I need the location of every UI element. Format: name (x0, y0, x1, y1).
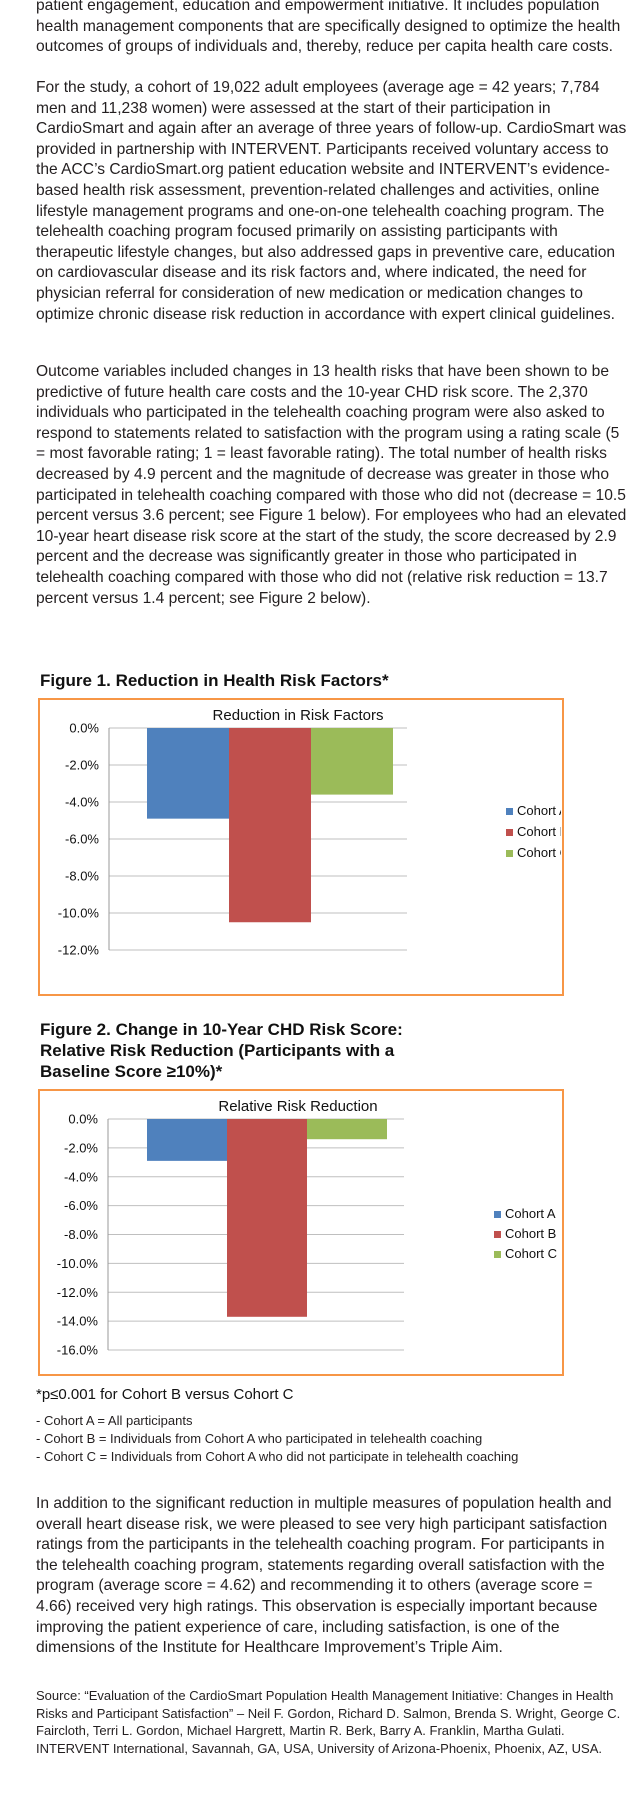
legend-swatch (494, 1231, 501, 1238)
legend-swatch (506, 829, 513, 836)
bar-cohort-a (147, 728, 229, 819)
legend-swatch (506, 808, 513, 815)
y-tick-label: -8.0% (65, 869, 99, 884)
figure-2-chart-svg: Relative Risk Reduction 0.0% -2.0% -4.0% -6.… (57, 1098, 557, 1358)
y-tick-label: -8.0% (64, 1227, 98, 1242)
figure-1-title: Figure 1. Reduction in Health Risk Facto… (40, 671, 389, 690)
y-tick-label: -6.0% (64, 1198, 98, 1213)
bar-cohort-b (229, 728, 311, 923)
cohort-a-definition: - Cohort A = All participants (36, 1413, 193, 1428)
legend-swatch (494, 1251, 501, 1258)
y-tick-label: -16.0% (57, 1343, 99, 1358)
paragraph-satisfaction: In addition to the significant reduction… (36, 1495, 612, 1657)
y-tick-label: -4.0% (64, 1169, 98, 1184)
bar-cohort-c (307, 1119, 387, 1140)
legend-label: Cohort A (505, 1206, 556, 1221)
y-tick-label: -14.0% (57, 1314, 99, 1329)
y-tick-label: -2.0% (64, 1140, 98, 1155)
y-tick-label: -10.0% (57, 1256, 99, 1271)
paragraph-outcomes: Outcome variables included changes in 13… (36, 363, 627, 607)
figure-1-chart: Reduction in Risk Factors 0.0% -2.0% -4.0% -… (38, 698, 564, 996)
bar-cohort-c (311, 728, 393, 795)
y-tick-label: -4.0% (65, 795, 99, 810)
y-tick-label: -6.0% (65, 832, 99, 847)
y-tick-label: -12.0% (58, 943, 100, 958)
figure-1-chart-svg: Reduction in Risk Factors 0.0% -2.0% -4.0% -… (58, 707, 561, 958)
cohort-b-definition: - Cohort B = Individuals from Cohort A w… (36, 1431, 483, 1446)
legend-swatch (506, 850, 513, 857)
paragraph-study: For the study, a cohort of 19,022 adult … (36, 79, 627, 323)
legend-swatch (494, 1211, 501, 1218)
legend-label: Cohort A (517, 803, 561, 818)
y-tick-label: -2.0% (65, 758, 99, 773)
figure-footnote: *p≤0.001 for Cohort B versus Cohort C (36, 1386, 294, 1403)
y-tick-label: 0.0% (68, 1112, 98, 1127)
figure-2-title: Figure 2. Change in 10-Year CHD Risk Sco… (40, 1020, 403, 1081)
y-tick-label: 0.0% (69, 721, 99, 736)
paragraph-intro: patient engagement, education and empowe… (36, 0, 621, 56)
chart-title: Reduction in Risk Factors (213, 707, 384, 724)
cohort-c-definition: - Cohort C = Individuals from Cohort A w… (36, 1449, 519, 1464)
chart-title: Relative Risk Reduction (218, 1098, 377, 1115)
bar-cohort-b (227, 1119, 307, 1317)
figure-2-chart: Relative Risk Reduction 0.0% -2.0% -4.0% -6.… (38, 1089, 564, 1376)
legend-label: Cohort B (505, 1226, 556, 1241)
legend-label: Cohort C (517, 845, 561, 860)
source-citation: Source: “Evaluation of the CardioSmart P… (36, 1688, 621, 1756)
bar-cohort-a (147, 1119, 227, 1161)
y-tick-label: -10.0% (58, 906, 100, 921)
legend-label: Cohort B (517, 824, 561, 839)
y-tick-label: -12.0% (57, 1285, 99, 1300)
legend-label: Cohort C (505, 1246, 557, 1261)
